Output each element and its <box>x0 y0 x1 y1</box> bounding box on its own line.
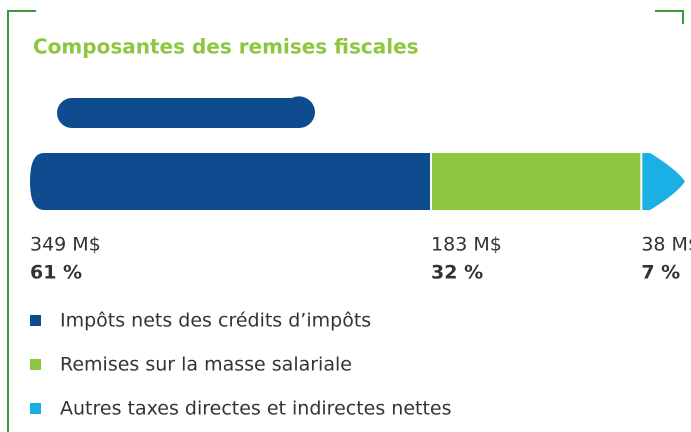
frame-corner <box>655 10 684 24</box>
legend-swatch <box>30 359 41 370</box>
bar-segment <box>431 153 642 210</box>
percent-label: 61 % <box>30 262 82 284</box>
legend-label: Remises sur la masse salariale <box>60 354 352 376</box>
percent-label: 7 % <box>641 262 680 284</box>
legend-swatch <box>30 315 41 326</box>
value-label: 38 M$ <box>641 234 691 256</box>
frame-corner <box>7 10 36 432</box>
value-label: 349 M$ <box>30 234 101 256</box>
legend-label: Impôts nets des crédits d’impôts <box>60 310 371 332</box>
legend-swatch <box>30 403 41 414</box>
pen-clip <box>57 96 316 129</box>
legend-label: Autres taxes directes et indirectes nett… <box>60 398 452 420</box>
bar-segment <box>30 153 432 210</box>
bar-segment <box>641 153 685 210</box>
percent-label: 32 % <box>431 262 483 284</box>
value-label: 183 M$ <box>431 234 502 256</box>
chart-title: Composantes des remises fiscales <box>33 35 419 59</box>
